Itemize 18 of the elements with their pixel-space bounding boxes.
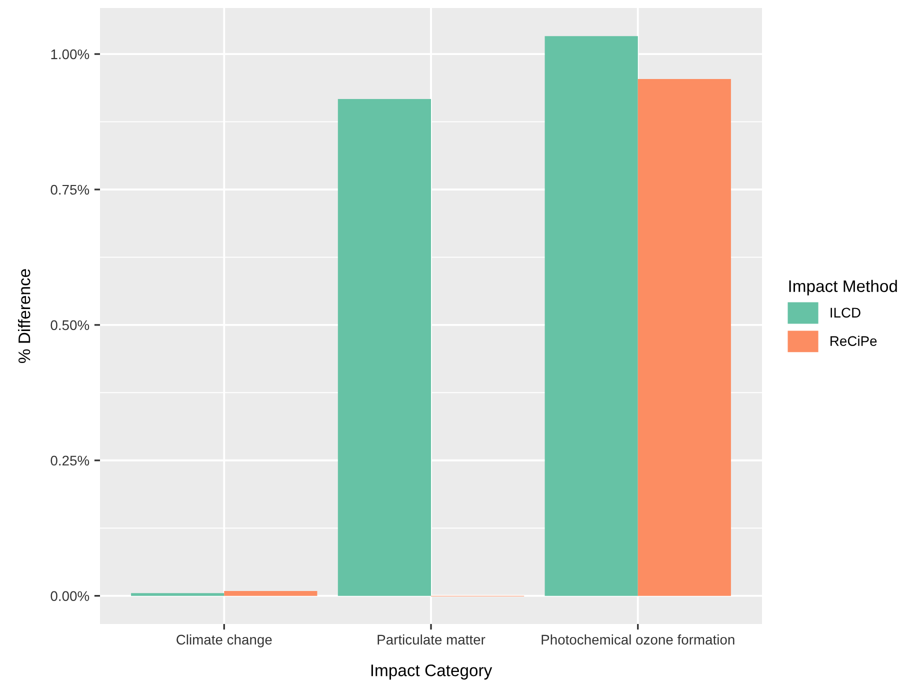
y-tick-label: 0.50%: [50, 320, 90, 330]
y-tick-label: 0.25%: [50, 456, 90, 466]
x-tick-label: Particulate matter: [378, 634, 486, 645]
x-tick-label: Photochemical ozone formation: [542, 634, 734, 645]
y-axis-title: % Difference: [18, 269, 30, 363]
legend-title: Impact Method: [789, 280, 897, 296]
bar: [224, 590, 318, 596]
bar: [131, 593, 224, 596]
legend-label: ReCiPe: [830, 336, 877, 346]
y-tick-label: 0.00%: [50, 591, 90, 601]
y-tick-label: 1.00%: [51, 49, 90, 60]
y-tick-label: 0.75%: [50, 184, 90, 195]
bar: [544, 36, 638, 596]
bar: [338, 99, 431, 596]
x-tick-label: Climate change: [176, 634, 272, 648]
x-axis-title: Impact Category: [371, 664, 492, 680]
legend-label: ILCD: [830, 308, 860, 318]
bar: [638, 78, 731, 596]
